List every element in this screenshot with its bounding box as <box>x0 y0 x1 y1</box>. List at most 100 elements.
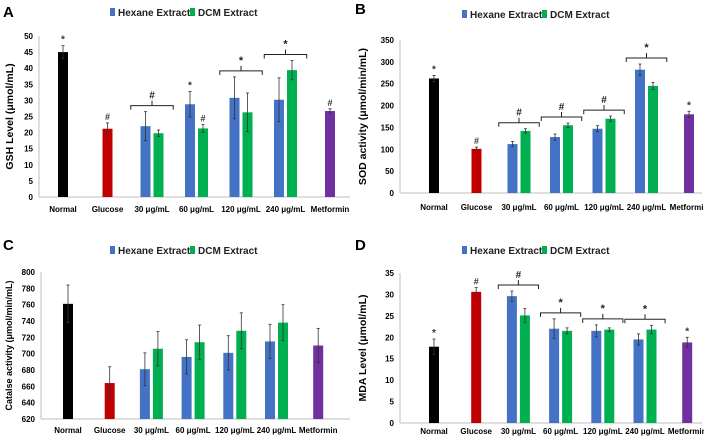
bar-hexane <box>591 330 602 423</box>
significance-mark: # <box>474 136 479 146</box>
bar-dcm <box>236 330 247 419</box>
x-category-label: Normal <box>420 427 448 436</box>
significance-bracket <box>583 105 625 115</box>
legend-swatch-hexane <box>462 10 467 18</box>
x-category-label: Glucose <box>460 427 492 436</box>
y-tick-label: 680 <box>22 366 36 375</box>
bracket-significance-mark: # <box>601 95 607 106</box>
chart-svg: B Hexane Extract DCM Extract SOD activity (… <box>355 1 705 212</box>
x-category-label: 240 μg/mL <box>627 203 667 212</box>
panel-letter: D <box>355 237 366 254</box>
legend-swatch-dcm <box>190 246 195 254</box>
y-tick-label: 40 <box>24 64 33 73</box>
chart-svg: C Hexane Extract DCM Extract Catalse activi… <box>3 237 350 435</box>
y-tick-label: 10 <box>24 161 33 170</box>
x-category-label: Glucose <box>94 426 126 435</box>
significance-mark: # <box>474 277 479 287</box>
significance-bracket <box>498 117 540 127</box>
bar-dcm <box>152 348 163 419</box>
bar-hexane <box>507 144 518 193</box>
bar-dcm <box>646 329 657 423</box>
x-category-label: Glucose <box>461 203 493 212</box>
bar-normal <box>63 303 73 419</box>
panel-d-mda-chart: D Hexane Extract DCM Extract MDA Level (μmo… <box>352 220 705 440</box>
y-tick-label: 50 <box>24 32 33 41</box>
bar-dcm <box>194 342 205 419</box>
bracket-significance-mark: * <box>644 42 649 54</box>
bar-glucose <box>102 128 113 197</box>
y-axis-label: MDA Level (μmol/mL) <box>357 295 369 402</box>
bar-metformin <box>313 345 324 419</box>
panel-letter: C <box>3 237 14 254</box>
y-tick-label: 250 <box>381 80 395 89</box>
legend-swatch-hexane <box>110 8 115 16</box>
bracket-significance-mark: # <box>559 102 565 113</box>
legend-label-dcm: DCM Extract <box>198 8 258 19</box>
legend-swatch-hexane <box>462 246 467 254</box>
x-category-label: 60 μg/mL <box>176 426 211 435</box>
x-category-label: 240 μg/mL <box>625 427 665 436</box>
y-tick-label: 620 <box>22 415 36 424</box>
significance-mark: * <box>685 326 689 337</box>
y-tick-label: 25 <box>24 113 33 122</box>
significance-bracket <box>625 53 668 63</box>
y-tick-label: 30 <box>24 96 33 105</box>
y-tick-label: 35 <box>385 269 394 278</box>
y-tick-label: 35 <box>24 80 33 89</box>
bracket-significance-mark: * <box>643 303 648 315</box>
bracket-significance-mark: * <box>601 303 606 315</box>
significance-mark: * <box>687 100 691 111</box>
y-tick-label: 50 <box>385 167 394 176</box>
bar-glucose <box>471 148 482 193</box>
y-tick-label: 350 <box>381 36 395 45</box>
y-axis-label: GSH Level (μmol/mL) <box>4 63 16 169</box>
y-tick-label: 25 <box>385 312 394 321</box>
x-category-label: Metformin <box>668 427 704 436</box>
significance-bracket <box>540 307 582 317</box>
bar-normal <box>429 78 439 193</box>
bar-hexane <box>139 369 150 419</box>
bar-hexane <box>635 69 645 193</box>
chart-svg: A Hexane Extract DCM Extract GSH Level (μmo… <box>3 4 350 214</box>
bar-dcm <box>562 330 573 423</box>
significance-mark: * <box>61 35 65 46</box>
x-category-label: Metformin <box>299 426 338 435</box>
bar-hexane <box>274 99 284 197</box>
bar-glucose <box>471 291 482 423</box>
y-tick-label: 800 <box>22 268 36 277</box>
y-tick-label: 5 <box>390 398 395 407</box>
y-tick-label: 740 <box>22 317 36 326</box>
y-tick-label: 15 <box>24 145 33 154</box>
x-category-label: Glucose <box>92 205 124 214</box>
significance-mark: * <box>432 328 436 339</box>
bracket-significance-mark: * <box>239 55 244 67</box>
bar-glucose <box>104 383 115 419</box>
bar-dcm <box>648 85 658 193</box>
x-category-label: 30 μg/mL <box>134 426 169 435</box>
significance-bracket <box>582 313 624 323</box>
y-tick-label: 30 <box>385 290 394 299</box>
significance-bracket <box>497 280 539 289</box>
bar-dcm <box>242 112 253 197</box>
x-category-label: Metformin <box>670 203 704 212</box>
y-tick-label: 0 <box>29 193 34 202</box>
y-tick-label: 100 <box>381 145 395 154</box>
bar-dcm <box>520 130 531 193</box>
bar-dcm <box>198 128 208 197</box>
significance-bracket <box>624 314 666 324</box>
x-category-label: 120 μg/mL <box>221 205 261 214</box>
y-tick-label: 660 <box>22 382 36 391</box>
y-tick-label: 0 <box>390 189 395 198</box>
bar-hexane <box>140 126 151 197</box>
x-category-label: 60 μg/mL <box>543 427 578 436</box>
bar-hexane <box>633 339 644 423</box>
x-category-label: Normal <box>49 205 77 214</box>
y-tick-label: 720 <box>22 333 36 342</box>
bracket-significance-mark: # <box>149 91 155 102</box>
legend-swatch-dcm <box>190 8 195 16</box>
y-tick-label: 780 <box>22 284 36 293</box>
significance-mark: # <box>327 98 332 108</box>
bar-hexane <box>506 296 517 423</box>
bar-hexane <box>223 352 234 419</box>
significance-mark: * <box>188 80 192 91</box>
